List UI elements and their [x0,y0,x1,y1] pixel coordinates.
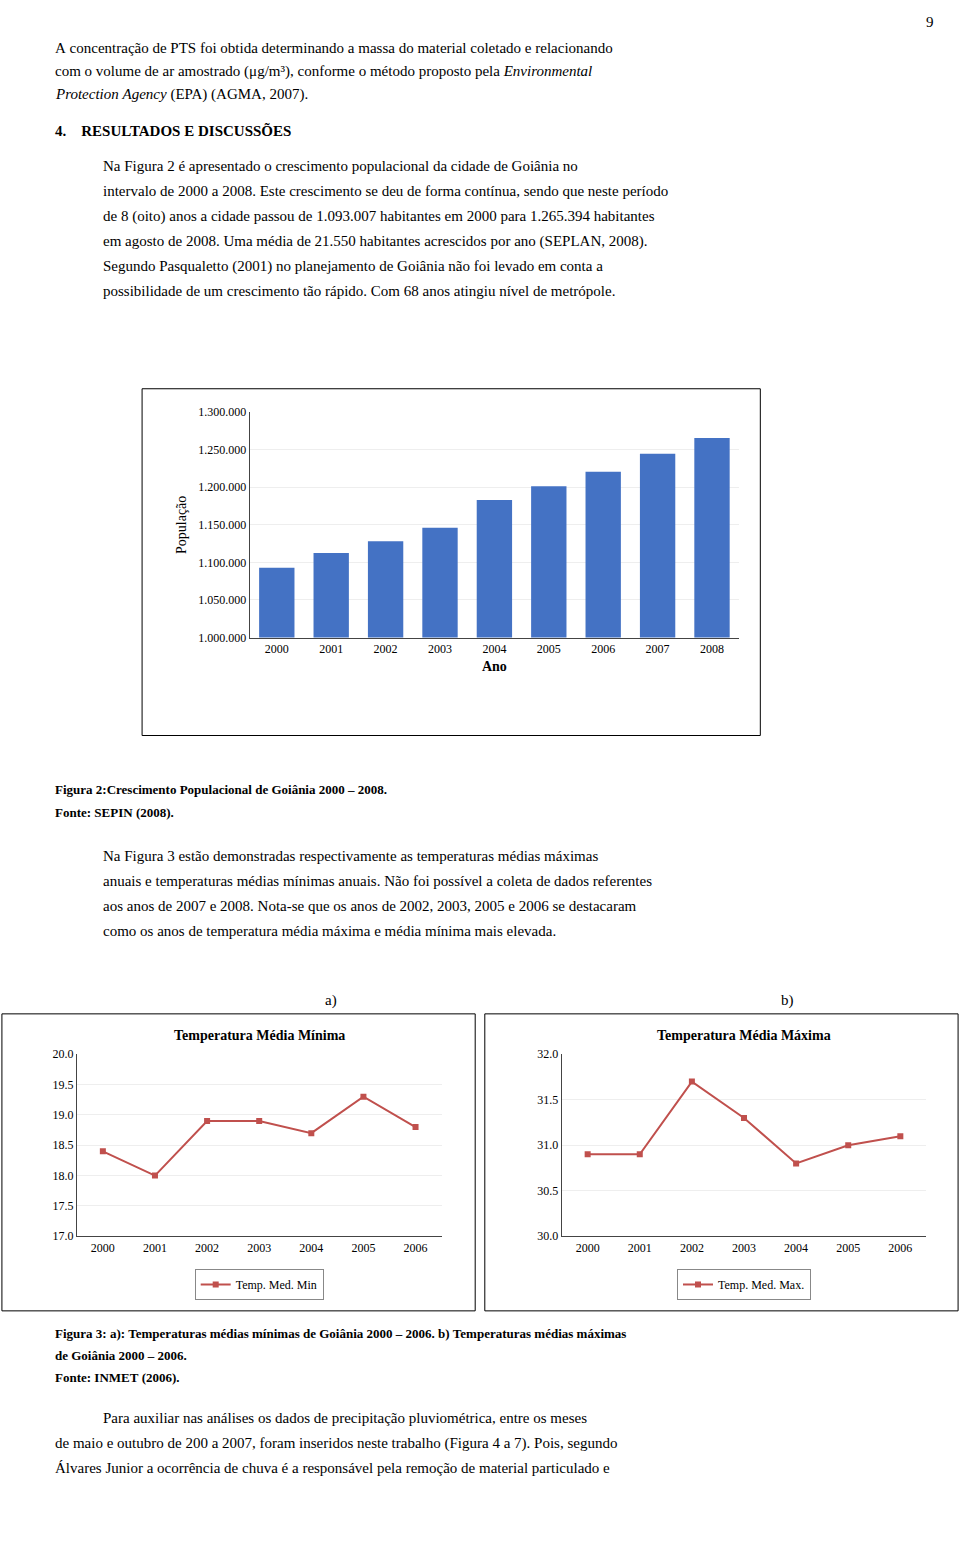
svg-text:População: População [174,496,189,554]
svg-text:como os anos de temperatura mé: como os anos de temperatura média máxima… [103,923,556,939]
svg-text:2005: 2005 [537,642,561,656]
svg-text:31.0: 31.0 [537,1138,558,1152]
svg-text:Na Figura 2 é apresentado o cr: Na Figura 2 é apresentado o crescimento … [103,158,578,174]
svg-text:1.300.000: 1.300.000 [198,405,246,419]
svg-text:2004: 2004 [784,1241,808,1255]
svg-text:19.0: 19.0 [52,1108,73,1122]
svg-text:Segundo Pasqualetto (2001) no: Segundo Pasqualetto (2001) no planejamen… [103,258,603,275]
svg-text:2006: 2006 [888,1241,912,1255]
svg-text:4. RESULTADOS E DISCUSSÕES: 4. RESULTADOS E DISCUSSÕES [55,122,291,139]
svg-text:2002: 2002 [195,1241,219,1255]
svg-text:Álvares Junior a ocorrência de: Álvares Junior a ocorrência de chuva é a… [55,1460,610,1476]
svg-text:aos anos de 2007 e 2008. Nota-: aos anos de 2007 e 2008. Nota-se que os … [103,898,637,914]
svg-text:2005: 2005 [351,1241,375,1255]
svg-text:2007: 2007 [646,642,670,656]
svg-text:2005: 2005 [836,1241,860,1255]
svg-text:2001: 2001 [628,1241,652,1255]
svg-text:2006: 2006 [591,642,615,656]
svg-text:30.0: 30.0 [537,1229,558,1243]
svg-text:2003: 2003 [247,1241,271,1255]
svg-text:2004: 2004 [299,1241,323,1255]
svg-text:2003: 2003 [732,1241,756,1255]
svg-text:19.5: 19.5 [52,1078,73,1092]
svg-text:Temp. Med. Max.: Temp. Med. Max. [718,1278,804,1292]
svg-text:2001: 2001 [319,642,343,656]
svg-text:2006: 2006 [404,1241,428,1255]
svg-text:2003: 2003 [428,642,452,656]
svg-text:possibilidade de um cresciment: possibilidade de um crescimento tão rápi… [103,283,615,299]
svg-text:1.050.000: 1.050.000 [198,593,246,607]
svg-text:2004: 2004 [482,642,506,656]
svg-text:17.0: 17.0 [52,1229,73,1243]
svg-text:18.0: 18.0 [52,1169,73,1183]
svg-text:20.0: 20.0 [52,1047,73,1061]
svg-text:anuais e temperaturas médias m: anuais e temperaturas médias mínimas anu… [103,873,652,889]
svg-text:Figura 3: a): Temperaturas méd: Figura 3: a): Temperaturas médias mínima… [55,1326,626,1341]
svg-text:Protection Agency (EPA) (AGMA,: Protection Agency (EPA) (AGMA, 2007). [55,86,308,103]
svg-text:1.250.000: 1.250.000 [198,443,246,457]
svg-text:com o volume de ar amostrado (: com o volume de ar amostrado (μg/m³), co… [55,63,592,80]
svg-text:2001: 2001 [143,1241,167,1255]
svg-text:de maio e outubro de 200 a 200: de maio e outubro de 200 a 2007, foram i… [55,1435,617,1452]
svg-text:em agosto de 2008. Uma média d: em agosto de 2008. Uma média de 21.550 h… [103,233,647,250]
svg-text:de 8 (oito) anos a cidade pass: de 8 (oito) anos a cidade passou de 1.09… [103,208,655,225]
svg-text:Fonte: INMET (2006).: Fonte: INMET (2006). [55,1370,180,1385]
svg-text:Temperatura Média Mínima: Temperatura Média Mínima [174,1028,345,1043]
svg-text:1.100.000: 1.100.000 [198,556,246,570]
svg-text:1.150.000: 1.150.000 [198,518,246,532]
svg-text:32.0: 32.0 [537,1047,558,1061]
svg-text:30.5: 30.5 [537,1184,558,1198]
svg-text:Ano: Ano [482,659,507,674]
svg-text:A concentração de PTS foi obti: A concentração de PTS foi obtida determi… [55,40,613,56]
svg-text:1.000.000: 1.000.000 [198,631,246,645]
svg-text:Temperatura Média Máxima: Temperatura Média Máxima [657,1028,831,1043]
svg-text:2008: 2008 [700,642,724,656]
svg-text:17.5: 17.5 [52,1199,73,1213]
svg-text:1.200.000: 1.200.000 [198,480,246,494]
svg-text:2000: 2000 [576,1241,600,1255]
svg-text:2002: 2002 [374,642,398,656]
svg-text:Fonte: SEPIN (2008).: Fonte: SEPIN (2008). [55,805,174,820]
svg-text:Temp. Med. Min: Temp. Med. Min [236,1278,317,1292]
svg-text:Na Figura 3 estão demonstradas: Na Figura 3 estão demonstradas respectiv… [103,848,598,864]
svg-text:31.5: 31.5 [537,1093,558,1107]
svg-text:Figura 2:Crescimento Populacio: Figura 2:Crescimento Populacional de Goi… [55,782,387,797]
svg-text:18.5: 18.5 [52,1138,73,1152]
svg-text:intervalo de 2000 a 2008. Este: intervalo de 2000 a 2008. Este crescimen… [103,183,668,199]
svg-text:2000: 2000 [265,642,289,656]
svg-text:b): b) [781,992,794,1009]
svg-text:a): a) [325,992,337,1009]
svg-text:Para auxiliar nas análises os: Para auxiliar nas análises os dados de p… [103,1410,587,1426]
svg-text:2002: 2002 [680,1241,704,1255]
svg-text:9: 9 [926,14,934,30]
svg-text:de Goiânia 2000 – 2006.: de Goiânia 2000 – 2006. [55,1348,187,1363]
svg-text:2000: 2000 [91,1241,115,1255]
